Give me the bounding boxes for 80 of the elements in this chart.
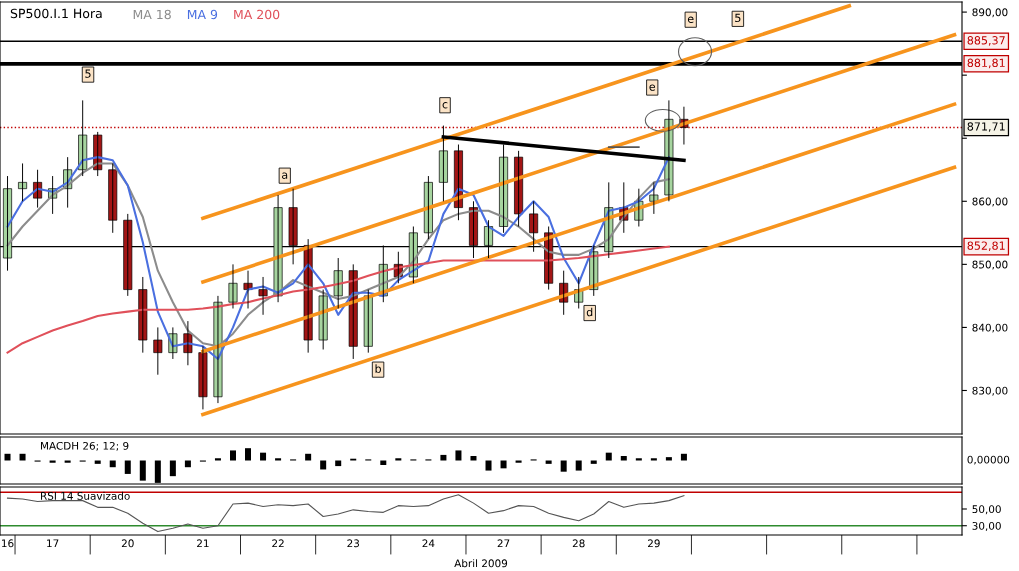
bar: [245, 448, 252, 461]
candlestick: [649, 181, 659, 215]
x-tick-label: 29: [648, 539, 660, 548]
bar: [440, 454, 447, 461]
bar: [680, 453, 687, 461]
y-tick-label: 860,00: [972, 197, 1008, 207]
bar: [665, 457, 672, 461]
annotation: a: [282, 172, 288, 179]
bar: [214, 458, 221, 461]
y-tick-label: 50,00: [972, 505, 1001, 515]
chart-title: SP500.I.1 Hora: [10, 8, 102, 19]
x-tick-label: 22: [272, 539, 284, 548]
annotation: c: [442, 102, 448, 109]
bar: [620, 456, 627, 461]
chart-title: RSI 14 Suavizado: [41, 491, 130, 500]
text: MA 200: [234, 9, 280, 20]
bar: [124, 460, 131, 474]
annotation: e: [687, 16, 694, 23]
bar: [139, 460, 146, 481]
bar: [605, 452, 612, 461]
x-tick-label: 17: [47, 539, 59, 548]
x-tick-label: 24: [422, 539, 435, 548]
annotation: 5: [735, 13, 741, 23]
ref-line-label: 852,81: [967, 241, 1005, 251]
text: MA 18: [133, 9, 171, 20]
candlestick: [333, 257, 343, 309]
x-axis-title: Abril 2009: [454, 559, 508, 568]
bar: [64, 460, 71, 463]
bar: [485, 460, 492, 471]
y-tick-label: 840,00: [972, 323, 1008, 333]
x-tick-label: 27: [497, 539, 510, 548]
bar: [229, 450, 236, 461]
annotation: e: [649, 84, 656, 91]
line-series: [6, 245, 670, 354]
candlestick: [228, 263, 238, 309]
candlestick: [318, 289, 328, 350]
bar: [275, 458, 282, 461]
y-tick-label: 30,00: [972, 521, 1001, 531]
chart-title: MACDH 26; 12; 9: [41, 441, 129, 451]
x-tick-label: 21: [197, 539, 209, 548]
bar: [4, 453, 11, 461]
bar: [455, 450, 462, 461]
y-tick-label: 850,00: [972, 260, 1008, 270]
bar: [19, 453, 26, 461]
ref-line-label: 885,37: [967, 36, 1005, 46]
x-tick-label: 23: [347, 539, 360, 548]
bar: [169, 460, 176, 477]
bar: [515, 460, 522, 463]
y-tick-label: 830,00: [972, 386, 1008, 396]
annotation: 5: [85, 69, 91, 78]
candlestick: [108, 162, 118, 234]
candlestick: [18, 162, 28, 202]
bar: [590, 460, 597, 464]
band-label: 881,81: [967, 58, 1005, 69]
bar: [184, 460, 191, 468]
bar: [575, 460, 582, 471]
bar: [305, 453, 312, 461]
candlestick: [138, 276, 148, 354]
bar: [395, 458, 402, 461]
candlestick: [363, 289, 373, 354]
ref-line-label: 871,71: [967, 122, 1005, 132]
x-tick-label: 20: [121, 539, 134, 548]
bar: [94, 460, 101, 464]
annotation: b: [375, 364, 381, 373]
candlestick: [258, 276, 268, 316]
candlestick: [153, 326, 163, 376]
x-tick-label: 16: [2, 539, 14, 548]
x-tick-label: 28: [572, 539, 585, 548]
bar: [635, 458, 642, 461]
bar: [560, 460, 567, 472]
annotation: d: [586, 307, 593, 317]
bar: [545, 460, 552, 464]
bar: [49, 460, 56, 463]
text: 0,00000: [967, 455, 1010, 465]
y-tick-label: 890,00: [972, 8, 1008, 18]
bar: [109, 460, 116, 468]
bar: [470, 456, 477, 461]
bar: [650, 458, 657, 461]
text: MA 9: [187, 9, 218, 20]
bar: [260, 452, 267, 461]
